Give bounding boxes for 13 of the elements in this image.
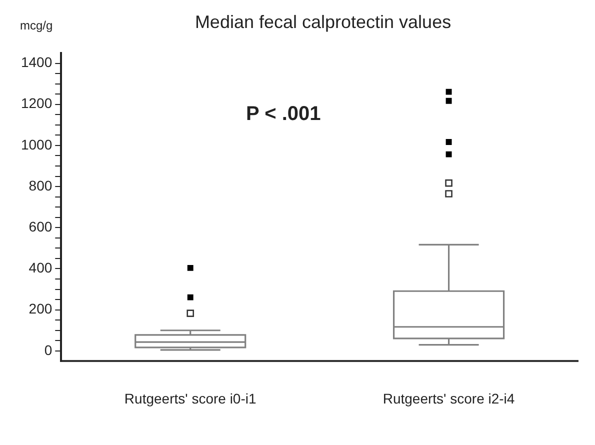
y-tick-label: 1200 [20, 95, 52, 112]
x-tick-label: Rutgeerts' score i0-i1 [124, 390, 256, 406]
y-tick-label: 0 [44, 342, 52, 358]
y-tick-label: 600 [28, 218, 52, 235]
y-tick-label: 400 [28, 260, 52, 276]
chart-title: Median fecal calprotectin values [194, 12, 452, 32]
y-axis-title: mcg/g [20, 18, 53, 32]
y-tick-label: 1400 [20, 54, 52, 70]
y-tick-label: 800 [28, 177, 52, 194]
annotation: P < .001 [246, 103, 321, 126]
y-tick-label: 200 [28, 300, 52, 317]
x-tick-label: Rutgeerts' score i2-i4 [382, 390, 515, 406]
y-tick-label: 1000 [20, 136, 52, 152]
